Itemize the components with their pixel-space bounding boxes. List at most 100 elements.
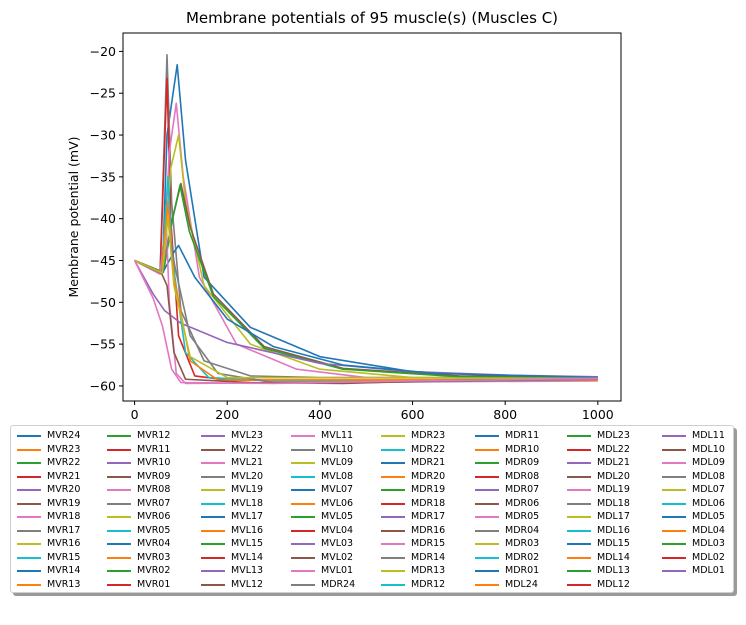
legend-swatch [291,435,315,437]
legend-swatch [662,570,686,572]
y-tick-label: −45 [90,253,116,268]
legend-swatch [201,583,225,586]
legend-swatch [662,502,686,505]
legend-swatch [291,583,315,586]
legend-swatch [291,462,315,464]
legend-label: MDR24 [321,578,356,590]
legend-label: MVR13 [47,578,81,590]
legend-label: MVL15 [231,538,264,549]
legend-swatch [475,529,499,532]
legend-swatch [201,502,225,505]
y-tick-label: −30 [90,128,116,143]
legend-label: MDL03 [692,538,725,549]
legend-swatch [291,489,315,491]
y-tick-label: −55 [90,337,116,352]
legend-label: MVR02 [137,565,171,576]
x-tick-label: 600 [401,407,425,422]
legend-swatch [567,529,591,532]
y-tick-label: −40 [90,211,116,226]
legend-label: MVL06 [321,497,354,509]
legend-swatch [475,502,499,505]
legend-label: MVL07 [321,484,354,495]
series-line [134,134,598,380]
legend-label: MDR07 [505,484,540,495]
legend-label: MDL20 [597,470,630,482]
legend: MVR24 MVR23 MVR22 MVR21 MVR20 MVR19 MVR18 MVR17… [10,425,734,593]
legend-swatch [475,556,499,559]
legend-label: MDR20 [411,470,446,482]
legend-label: MVL05 [321,511,354,522]
legend-swatch [381,529,405,532]
legend-swatch [201,475,225,478]
legend-swatch [201,462,225,464]
legend-label: MVL02 [321,551,354,563]
legend-swatch [475,435,499,437]
legend-swatch [107,583,131,586]
legend-label: MDL10 [692,443,725,455]
legend-swatch [475,489,499,491]
legend-label: MDL09 [692,457,725,468]
series-line [134,217,598,385]
legend-label: MVR14 [47,565,81,576]
series-line [134,102,598,380]
legend-swatch [17,462,41,464]
legend-label: MDL06 [692,497,725,509]
legend-swatch [107,543,131,545]
y-axis: −20 −25 −30 −35 −40 −45 −50 −55 −60 [90,44,123,393]
legend-swatch [381,448,405,451]
legend-label: MDL16 [597,524,630,536]
legend-swatch [17,570,41,572]
legend-label: MVR06 [137,511,171,522]
legend-label: MVR23 [47,443,81,455]
legend-swatch [567,570,591,572]
legend-label: MDR06 [505,497,540,509]
legend-label: MVR18 [47,511,81,522]
legend-label: MVL13 [231,565,264,576]
legend-label: MVL23 [231,430,264,441]
y-tick-label: −60 [90,378,116,393]
legend-swatch [201,556,225,559]
legend-label: MDL14 [597,551,630,563]
legend-label: MVL20 [231,470,264,482]
legend-swatch [107,462,131,464]
legend-label: MDR02 [505,551,540,563]
legend-label: MDR03 [505,538,540,549]
series-line [133,260,598,385]
legend-swatch [17,502,41,505]
legend-swatch [662,489,686,491]
legend-swatch [475,448,499,451]
legend-swatch [201,543,225,545]
legend-swatch [201,435,225,437]
legend-swatch [17,543,41,545]
legend-label: MVR20 [47,484,81,495]
legend-label: MDR15 [411,538,446,549]
legend-label: MVR24 [47,430,81,441]
legend-label: MDL22 [597,443,630,455]
legend-swatch [662,475,686,478]
legend-swatch [107,516,131,518]
legend-label: MDL01 [692,565,725,576]
y-axis-label: Membrane potential (mV) [66,136,81,297]
legend-swatch [662,529,686,532]
legend-label: MDL24 [505,578,538,590]
x-axis: 0 200 400 600 800 1000 [131,401,614,422]
legend-swatch [381,475,405,478]
series-line [134,216,598,380]
legend-label: MVL12 [231,578,264,590]
x-tick-label: 1000 [582,407,614,422]
legend-swatch [381,435,405,437]
legend-swatch [201,516,225,518]
legend-swatch [567,556,591,559]
legend-swatch [475,462,499,464]
legend-label: MVL09 [321,457,354,468]
legend-swatch [381,543,405,545]
legend-swatch [291,570,315,572]
legend-swatch [17,516,41,518]
legend-label: MVR19 [47,497,81,509]
legend-label: MVL01 [321,565,354,576]
legend-label: MVL11 [321,430,354,441]
y-tick-label: −35 [90,169,116,184]
legend-label: MVL16 [231,524,264,536]
legend-swatch [17,489,41,491]
